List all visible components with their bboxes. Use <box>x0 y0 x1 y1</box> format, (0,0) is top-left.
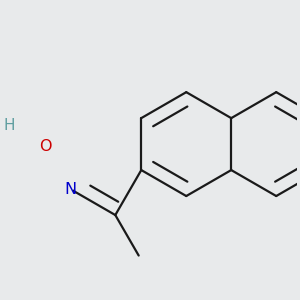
Text: N: N <box>64 182 76 196</box>
Text: O: O <box>39 139 52 154</box>
Text: H: H <box>4 118 15 133</box>
